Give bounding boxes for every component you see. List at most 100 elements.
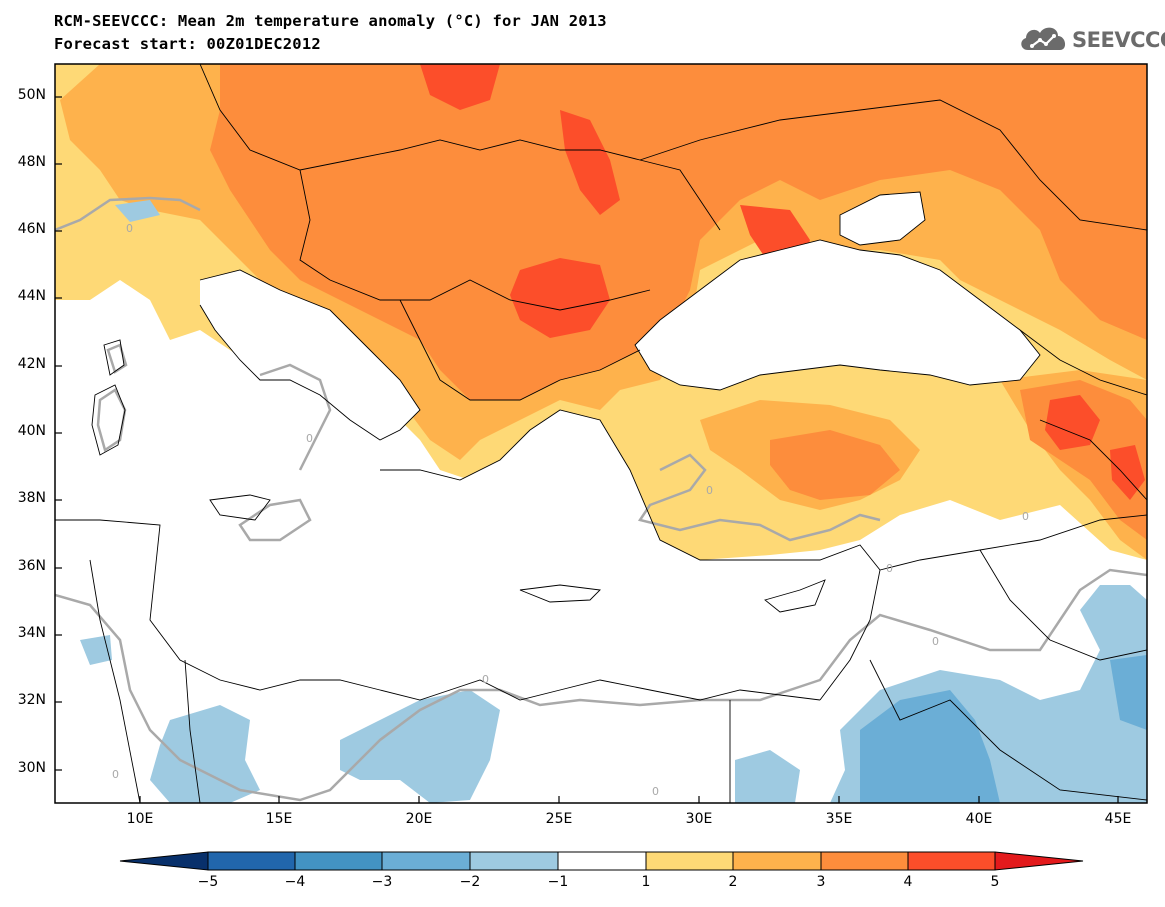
border-ukraine — [639, 99, 1147, 231]
zero-contours — [55, 196, 1147, 802]
anomaly-neg-1-2-alps — [115, 200, 160, 222]
contour-label: 0 — [886, 562, 893, 575]
lat-label: 48N — [17, 154, 46, 170]
border-turkey-east — [1039, 419, 1147, 501]
colorbar-label: −4 — [284, 874, 306, 890]
lat-label: 42N — [17, 356, 46, 372]
contour-labels: 0 0 0 0 0 0 0 0 0 — [112, 222, 1029, 798]
lon-label: 15E — [265, 811, 293, 827]
border-jordan — [869, 659, 1147, 801]
contour-label: 0 — [482, 673, 489, 686]
anomaly-3-4-anatolia — [770, 430, 900, 500]
lat-label: 46N — [17, 221, 46, 237]
lat-label: 38N — [17, 490, 46, 506]
anomaly-neg-1-2-africa — [150, 705, 260, 803]
zero-contour-alps — [55, 196, 201, 232]
anomaly-4-5-caucasus — [1045, 395, 1100, 450]
aegean-med-sea — [55, 410, 880, 700]
border-caucasus — [1019, 329, 1147, 396]
axis-ticks — [55, 96, 1119, 803]
adriatic-tyrrhenian-sea — [200, 270, 420, 440]
lon-label: 25E — [545, 811, 573, 827]
colorbar-label: −2 — [459, 874, 481, 890]
colorbar-swatch — [994, 851, 1084, 871]
contour-label: 0 — [652, 785, 659, 798]
border-europe-1 — [199, 64, 721, 231]
colorbar-swatch — [732, 851, 822, 871]
coast-greece-turkey — [380, 409, 881, 701]
border-balkans — [399, 299, 641, 401]
chart-title: RCM-SEEVCCC: Mean 2m temperature anomaly… — [54, 12, 607, 30]
anomaly-neg-2-3-iraq — [1110, 655, 1147, 730]
zero-contour-anatolia — [637, 453, 881, 542]
lat-label: 32N — [17, 692, 46, 708]
contour-label: 0 — [126, 222, 133, 235]
seevccc-logo: SEEVCCC — [1018, 22, 1165, 56]
coast-black-sea — [634, 239, 1041, 391]
lon-label: 35E — [825, 811, 853, 827]
zero-contour-italy — [259, 363, 332, 471]
island-sardinia — [91, 384, 126, 456]
zero-contour-corsica — [106, 343, 128, 374]
lon-label: 40E — [965, 811, 993, 827]
zero-contour-africa — [55, 568, 1147, 802]
colorbar-swatch — [907, 851, 996, 871]
forecast-start: Forecast start: 00Z01DEC2012 — [54, 35, 321, 53]
colorbar-label: −3 — [371, 874, 393, 890]
contour-label: 0 — [112, 768, 119, 781]
border-europe-2 — [299, 169, 651, 311]
colorbar-swatch — [381, 851, 471, 871]
lon-label: 30E — [685, 811, 713, 827]
sea-of-azov — [840, 192, 925, 245]
anomaly-neg-1-2-libya — [340, 690, 500, 803]
contour-label: 0 — [706, 484, 713, 497]
borders-coastlines — [55, 64, 1147, 803]
anomaly-neg-1-2-egypt — [735, 750, 800, 803]
contour-label: 0 — [1022, 510, 1029, 523]
colorbar-label: −5 — [197, 874, 219, 890]
border-syria-iraq — [979, 549, 1147, 661]
lon-label: 10E — [126, 811, 154, 827]
lat-label: 34N — [17, 625, 46, 641]
colorbar-label: 4 — [903, 874, 913, 890]
colorbar-label: 3 — [816, 874, 826, 890]
zero-contour-sardinia — [96, 388, 127, 452]
contour-label: 0 — [306, 432, 313, 445]
anomaly-4-5-romania — [560, 110, 620, 215]
border-levant — [879, 514, 1147, 571]
anomaly-3-4-region — [210, 64, 1147, 400]
colorbar-label: 5 — [990, 874, 1000, 890]
colorbar-swatch — [645, 851, 734, 871]
colorbar-swatch — [557, 851, 647, 871]
colorbar-label: 2 — [728, 874, 738, 890]
coast-azov — [839, 191, 926, 246]
border-libya — [184, 659, 201, 803]
lat-label: 44N — [17, 288, 46, 304]
colorbar-label: −1 — [547, 874, 569, 890]
map-field — [55, 64, 1147, 803]
colorbar-swatch — [207, 851, 296, 871]
colorbar-swatch — [294, 851, 383, 871]
colorbar-label: 1 — [641, 874, 651, 890]
colorbar-swatch — [469, 851, 559, 871]
colorbar-swatch — [820, 851, 909, 871]
island-crete — [519, 584, 601, 603]
lat-label: 30N — [17, 760, 46, 776]
lon-label: 45E — [1104, 811, 1132, 827]
lat-label: 40N — [17, 423, 46, 439]
border-algeria — [89, 559, 141, 803]
lat-label: 50N — [17, 87, 46, 103]
lon-label: 20E — [405, 811, 433, 827]
cloud-icon — [1021, 27, 1066, 50]
zero-contour-sicily — [238, 498, 312, 542]
anomaly-4-5-balkans — [510, 258, 610, 338]
anomaly-neg-2-3-mideast — [860, 690, 1000, 803]
anomaly-4-5-hungary — [420, 64, 500, 110]
anomaly-neg-1-2-tunisia — [80, 635, 112, 665]
colorbar — [119, 851, 1084, 871]
coast-north-africa — [55, 519, 821, 701]
coast-italy — [199, 269, 421, 441]
lat-label: 36N — [17, 558, 46, 574]
island-cyprus — [764, 579, 826, 613]
